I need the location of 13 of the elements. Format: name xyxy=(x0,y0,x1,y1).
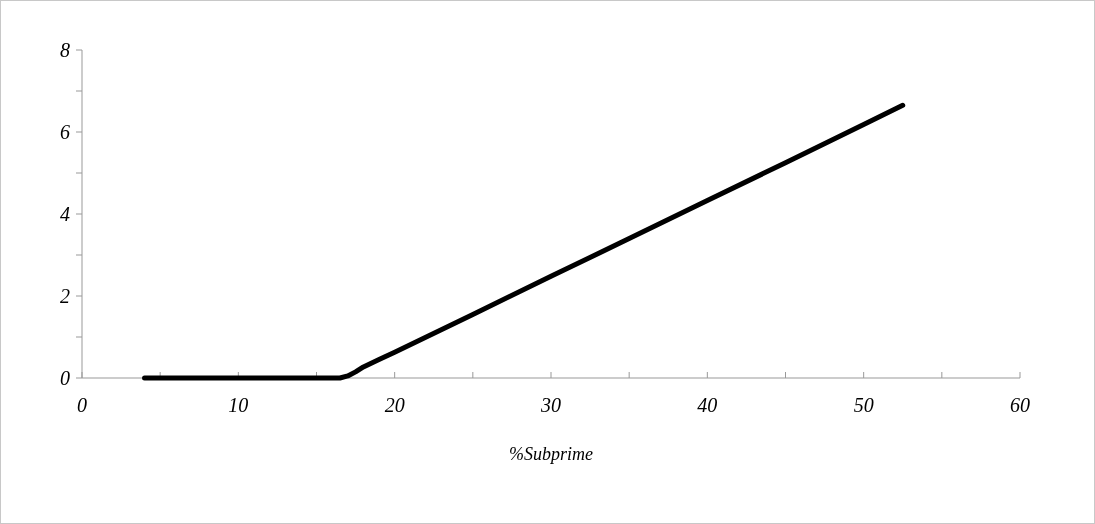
y-tick-label: 6 xyxy=(60,121,70,143)
x-tick-label: 30 xyxy=(540,394,561,416)
x-tick-label: 10 xyxy=(228,394,249,416)
x-tick-label: 20 xyxy=(384,394,405,416)
y-tick-label: 8 xyxy=(60,39,70,61)
y-tick-label: 2 xyxy=(60,285,70,307)
y-tick-label: 0 xyxy=(60,367,70,389)
x-tick-label: 60 xyxy=(1010,394,1030,416)
x-axis-title: %Subprime xyxy=(509,444,593,464)
x-tick-label: 40 xyxy=(697,394,718,416)
x-tick-label: 0 xyxy=(77,394,87,416)
x-tick-label: 50 xyxy=(853,394,874,416)
y-tick-label: 4 xyxy=(60,203,70,225)
